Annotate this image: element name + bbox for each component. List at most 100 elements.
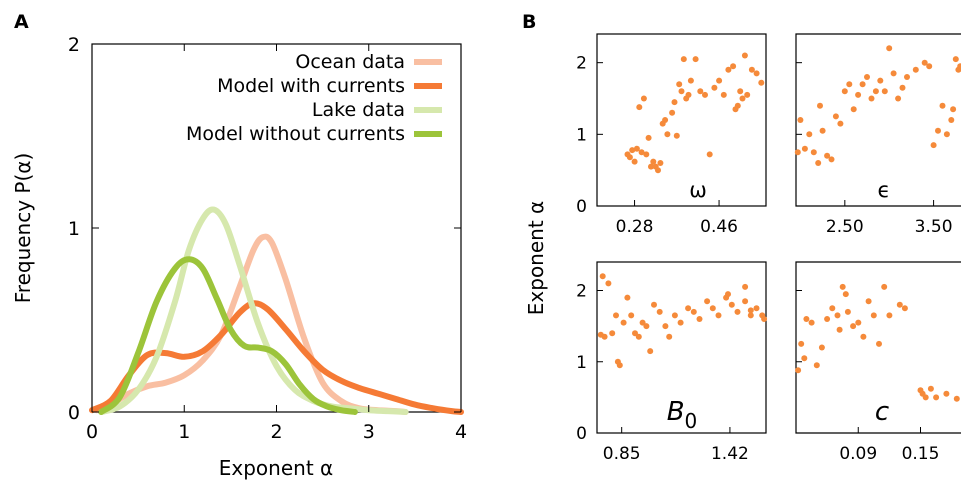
- scatter-point: [864, 74, 870, 80]
- scatter-point: [704, 298, 710, 304]
- scatter-point: [881, 284, 887, 290]
- scatter-point: [716, 78, 722, 84]
- scatter-point: [609, 330, 615, 336]
- scatter-point: [693, 56, 699, 62]
- scatter-point: [928, 386, 934, 392]
- scatter-point: [855, 320, 861, 326]
- scatter-point: [824, 316, 830, 322]
- scatter-point: [811, 149, 817, 155]
- panel-b-letter: B: [522, 11, 536, 33]
- scatter-point: [721, 92, 727, 98]
- scatter-point: [681, 56, 687, 62]
- scatter-point: [646, 135, 652, 141]
- scatter-point: [855, 92, 861, 98]
- scatter-point: [662, 323, 668, 329]
- scatter-point: [850, 323, 856, 329]
- scatter-point: [735, 103, 741, 109]
- panel-b-ylabel: Exponent α: [524, 201, 548, 315]
- scatter-epsilon: 2.50 3.50 ϵ: [795, 34, 961, 237]
- scatter-point: [627, 154, 633, 160]
- scatter-point: [679, 88, 685, 94]
- scatter-point: [895, 96, 901, 102]
- scatter-point: [840, 284, 846, 290]
- panel-a-xlabel: Exponent α: [219, 456, 333, 480]
- scatter-point: [725, 291, 731, 297]
- x-tick-label: 3: [363, 421, 375, 443]
- legend-label: Lake data: [312, 99, 405, 121]
- panel-a-legend: Ocean dataModel with currentsLake dataMo…: [186, 51, 442, 145]
- scatter-point: [923, 394, 929, 400]
- y-tick-label: 1: [576, 353, 587, 373]
- scatter-variable-label: B0: [667, 397, 698, 433]
- scatter-point: [744, 92, 750, 98]
- scatter-point: [876, 341, 882, 347]
- scatter-point: [900, 85, 906, 91]
- scatter-point: [748, 307, 754, 313]
- scatter-point: [846, 81, 852, 87]
- scatter-point: [669, 110, 675, 116]
- scatter-point: [749, 67, 755, 73]
- scatter-point: [814, 362, 820, 368]
- panel-a-curves: [92, 209, 461, 412]
- scatter-point: [820, 128, 826, 134]
- scatter-variable-label: ϵ: [878, 178, 891, 202]
- scatter-point: [686, 92, 692, 98]
- scatter-point: [953, 56, 959, 62]
- legend-label: Ocean data: [295, 51, 405, 73]
- scatter-point: [643, 151, 649, 157]
- scatter-point: [926, 63, 932, 69]
- scatter-point: [676, 81, 682, 87]
- x-tick-label: 0.28: [616, 217, 654, 237]
- scatter-point: [873, 88, 879, 94]
- scatter-point: [860, 81, 866, 87]
- scatter-point: [935, 128, 941, 134]
- y-tick-label: 0: [576, 424, 587, 444]
- scatter-point: [943, 391, 949, 397]
- scatter-point: [643, 323, 649, 329]
- x-tick-label: 2: [270, 421, 282, 443]
- scatter-point: [803, 316, 809, 322]
- scatter-point: [602, 334, 608, 340]
- scatter-point: [806, 131, 812, 137]
- legend-label: Model without currents: [186, 123, 405, 145]
- scatter-point: [886, 312, 892, 318]
- scatter-point: [605, 280, 611, 286]
- x-tick-label: 1.42: [711, 444, 749, 464]
- y-tick-label: 2: [68, 34, 80, 56]
- scatter-b0: 0120.85 1.42B0: [576, 262, 767, 464]
- scatter-point: [600, 273, 606, 279]
- scatter-point: [797, 117, 803, 123]
- scatter-point: [742, 53, 748, 59]
- scatter-point: [761, 316, 767, 322]
- scatter-c: 0.09 0.15c: [795, 262, 961, 464]
- scatter-point: [636, 104, 642, 110]
- x-tick-label: 1: [178, 421, 190, 443]
- scatter-point: [802, 146, 808, 152]
- scatter-point: [647, 348, 653, 354]
- scatter-point: [902, 305, 908, 311]
- scatter-point: [711, 85, 717, 91]
- x-tick-label: 4: [455, 421, 467, 443]
- scatter-point: [710, 305, 716, 311]
- scatter-point: [819, 345, 825, 351]
- scatter-point: [948, 117, 954, 123]
- scatter-point: [641, 96, 647, 102]
- scatter-point: [729, 302, 735, 308]
- scatter-point: [678, 320, 684, 326]
- scatter-point: [754, 70, 760, 76]
- x-tick-label: 0.46: [700, 217, 738, 237]
- scatter-point: [662, 117, 668, 123]
- scatter-point: [869, 96, 875, 102]
- scatter-point: [702, 92, 708, 98]
- x-tick-label: 0: [86, 421, 98, 443]
- x-tick-label: 0.09: [839, 444, 877, 464]
- scatter-point: [716, 312, 722, 318]
- scatter-point: [685, 305, 691, 311]
- scatter-point: [666, 334, 672, 340]
- scatter-point: [758, 80, 764, 86]
- scatter-point: [613, 312, 619, 318]
- scatter-point: [636, 334, 642, 340]
- scatter-point: [798, 341, 804, 347]
